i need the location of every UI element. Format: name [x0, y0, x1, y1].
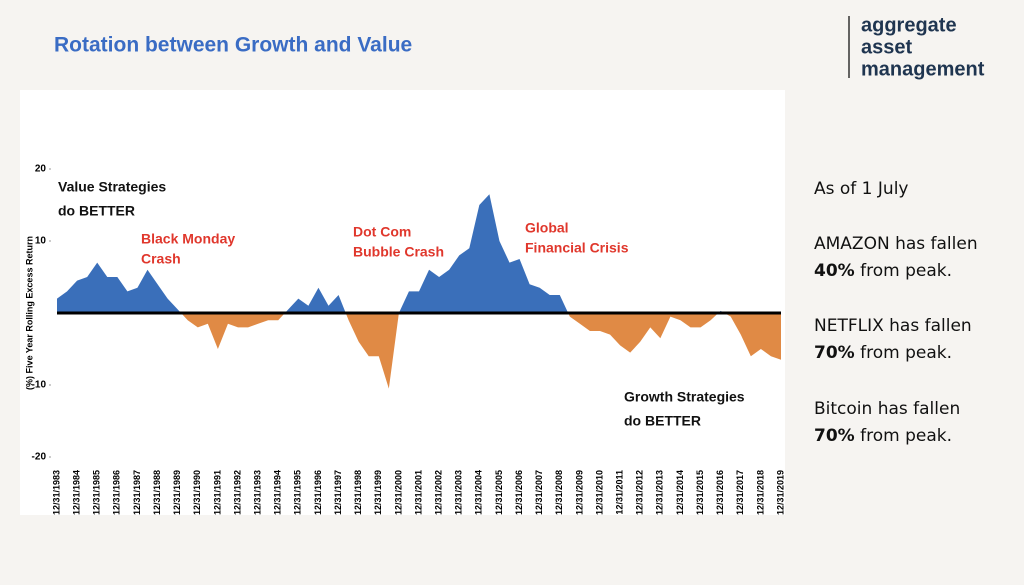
x-tick-label: 12/31/1992 [232, 470, 242, 515]
x-tick-label: 12/31/2012 [635, 470, 645, 515]
x-tick-label: 12/31/1995 [293, 470, 303, 515]
x-tick-label: 12/31/2004 [474, 470, 484, 515]
note-pct: 70% [814, 343, 855, 363]
x-tick-label: 12/31/2008 [554, 470, 564, 515]
x-tick-label: 12/31/1984 [71, 470, 81, 515]
x-tick-label: 12/31/1996 [313, 470, 323, 515]
note-rest: from peak. [860, 261, 952, 281]
x-tick-label: 12/31/1986 [112, 470, 122, 515]
annotation: Dot Com [353, 224, 411, 240]
x-tick-label: 12/31/1990 [192, 470, 202, 515]
y-axis-label: (%) Five Year Rolling Excess Return [24, 236, 34, 390]
area [57, 194, 781, 389]
y-tick-label: -10 [32, 380, 47, 391]
x-tick-label: 12/31/2016 [715, 470, 725, 515]
x-tick-label: 12/31/2002 [433, 470, 443, 515]
annotation: Global [525, 220, 569, 236]
annotation: Bubble Crash [353, 244, 444, 260]
note-date: As of 1 July [814, 179, 908, 199]
x-tick-label: 12/31/1991 [212, 470, 222, 515]
x-tick-label: 12/31/1998 [353, 470, 363, 515]
x-tick-label: 12/31/2013 [655, 470, 665, 515]
annotations: Value Strategies do BETTER Black Monday … [58, 179, 745, 429]
x-tick-label: 12/31/2005 [494, 470, 504, 515]
x-tick-label: 12/31/1999 [373, 470, 383, 515]
annotation: Financial Crisis [525, 240, 629, 256]
x-tick-label: 12/31/2019 [775, 470, 785, 515]
note-rest: from peak. [860, 343, 952, 363]
y-tick-label: -20 [32, 452, 47, 463]
annotation: do BETTER [624, 413, 701, 429]
x-tick-label: 12/31/2003 [454, 470, 464, 515]
note: Bitcoin has fallen [814, 399, 960, 419]
note: 70% from peak. [814, 426, 952, 446]
x-tick-label: 12/31/2000 [393, 470, 403, 515]
x-tick-label: 12/31/2015 [695, 470, 705, 515]
x-tick-label: 12/31/2007 [534, 470, 544, 515]
logo-text: management [861, 58, 985, 80]
x-tick-label: 12/31/1983 [51, 470, 61, 515]
note-pct: 70% [814, 426, 855, 446]
x-tick-label: 12/31/2014 [675, 470, 685, 515]
x-tick-label: 12/31/2009 [574, 470, 584, 515]
y-tick-label: 10 [35, 236, 47, 247]
annotation: Black Monday [141, 231, 235, 247]
annotation: do BETTER [58, 203, 135, 219]
logo-text: aggregate [861, 14, 957, 36]
x-tick-label: 12/31/1985 [92, 470, 102, 515]
note-pct: 40% [814, 261, 855, 281]
x-tick-label: 12/31/2010 [594, 470, 604, 515]
annotation: Value Strategies [58, 179, 166, 195]
note-rest: from peak. [860, 426, 952, 446]
note: NETFLIX has fallen [814, 316, 972, 336]
x-tick-label: 12/31/1993 [252, 470, 262, 515]
x-tick-label: 12/31/2018 [755, 470, 765, 515]
x-tick-label: 12/31/2006 [514, 470, 524, 515]
note: 70% from peak. [814, 343, 952, 363]
x-tick-label: 12/31/2011 [614, 470, 624, 515]
annotation: Growth Strategies [624, 389, 745, 405]
x-tick-label: 12/31/2017 [735, 470, 745, 515]
logo-text: asset [861, 36, 912, 58]
x-tick-label: 12/31/1989 [172, 470, 182, 515]
note: 40% from peak. [814, 261, 952, 281]
chart: 20 10 -10 -20 12/31/1983 12/31/1984 12/31/1985… [32, 164, 786, 515]
x-tick-label: 12/31/1997 [333, 470, 343, 515]
note: AMAZON has fallen [814, 234, 978, 254]
x-tick-label: 12/31/2001 [413, 470, 423, 515]
slide-title: Rotation between Growth and Value [54, 34, 412, 57]
y-tick-label: 20 [35, 164, 47, 175]
x-tick-label: 12/31/1987 [132, 470, 142, 515]
x-tick-label: 12/31/1994 [273, 470, 283, 515]
annotation: Crash [141, 251, 181, 267]
x-tick-label: 12/31/1988 [152, 470, 162, 515]
